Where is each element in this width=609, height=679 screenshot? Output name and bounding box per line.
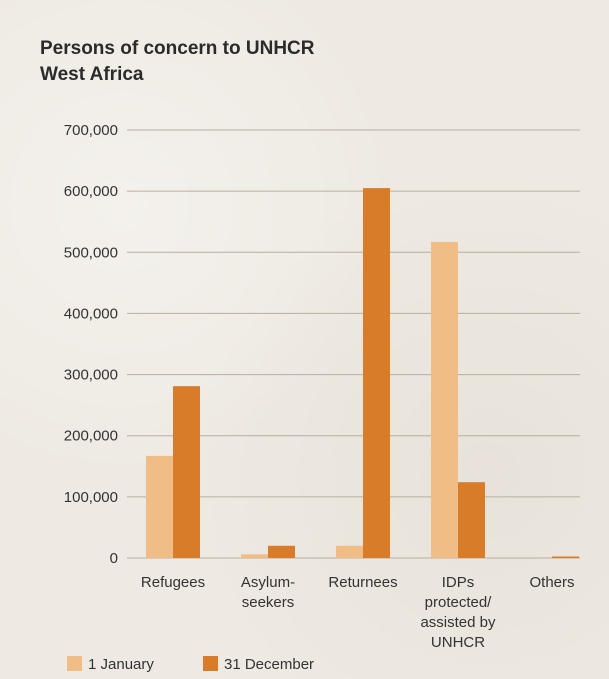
x-tick-label: Others: [529, 574, 574, 591]
bar: [458, 482, 485, 558]
legend-label: 1 January: [88, 656, 154, 673]
legend-swatch: [67, 656, 82, 671]
bar: [146, 455, 173, 558]
y-tick-label: 400,000: [64, 305, 118, 322]
y-tick-label: 0: [110, 550, 118, 567]
bar: [363, 188, 390, 559]
legend-label: 31 December: [224, 656, 314, 673]
x-tick-label: IDPs protected/assisted by UNHCR: [420, 574, 496, 651]
y-tick-label: 300,000: [64, 367, 118, 384]
chart-title: Persons of concern to UNHCR: [40, 38, 315, 59]
bar: [552, 556, 579, 558]
y-tick-label: 100,000: [64, 489, 118, 506]
bar: [431, 241, 458, 559]
y-tick-label: 700,000: [64, 122, 118, 139]
bar: [268, 545, 295, 558]
bar: [241, 554, 268, 558]
x-tick-label: Asylum-seekers: [241, 574, 295, 611]
x-tick-label: Returnees: [328, 574, 397, 591]
chart-subtitle: West Africa: [40, 64, 144, 85]
bar: [173, 386, 200, 558]
y-tick-label: 500,000: [64, 244, 118, 261]
x-tick-label: Refugees: [141, 574, 205, 591]
bar: [336, 545, 363, 558]
y-tick-label: 600,000: [64, 183, 118, 200]
legend-swatch: [203, 656, 218, 671]
chart-title-block: Persons of concern to UNHCR West Africa: [40, 36, 314, 88]
y-tick-label: 200,000: [64, 428, 118, 445]
